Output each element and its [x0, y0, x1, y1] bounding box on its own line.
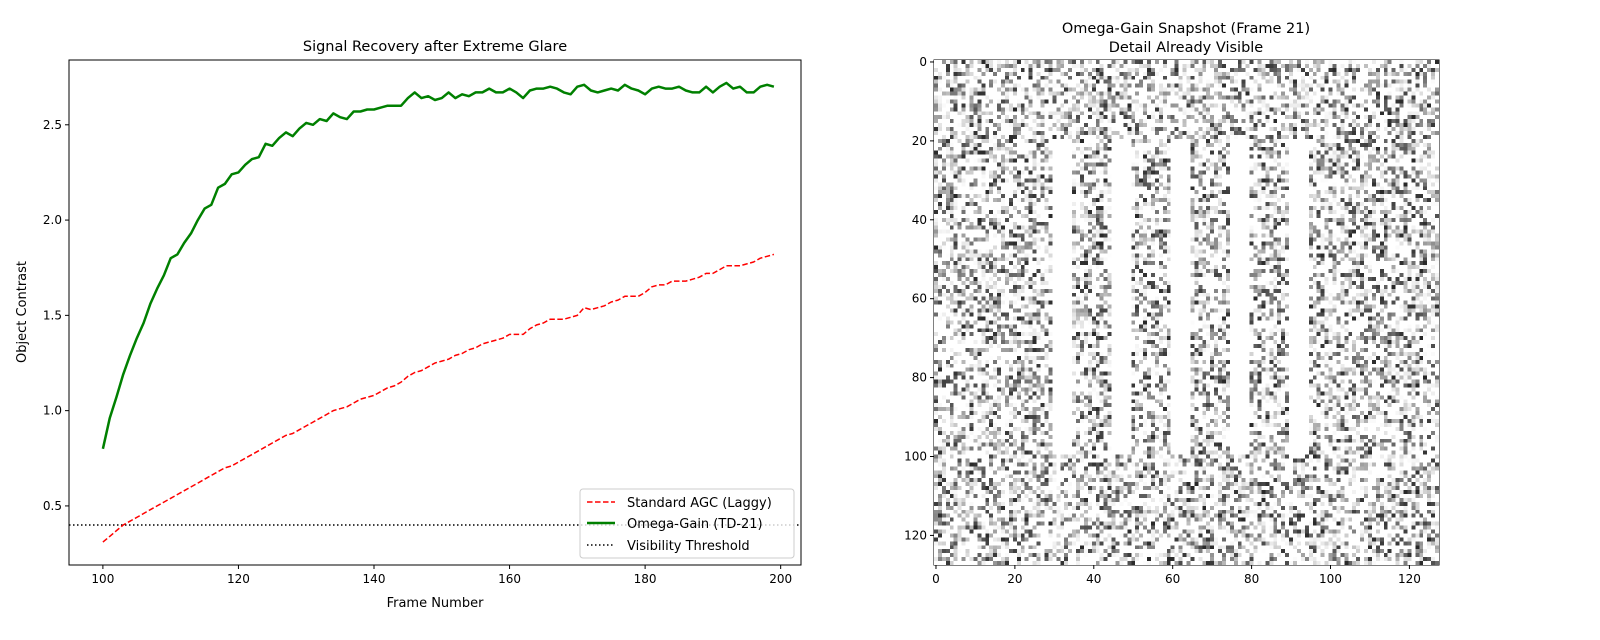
x-tick-label: 180	[634, 572, 657, 586]
image-y-tick-label: 40	[912, 213, 927, 227]
image-x-tick-label: 20	[1007, 572, 1022, 586]
legend-label-threshold: Visibility Threshold	[627, 539, 750, 554]
image-y-tick-label: 20	[912, 134, 927, 148]
left-x-axis-label: Frame Number	[387, 596, 485, 611]
x-tick-label: 120	[227, 572, 250, 586]
agc-line	[102, 253, 775, 543]
right-axis-ticks: 0 20 40 60 80 100 120 0 20 40 60 80 100 120	[904, 55, 1421, 586]
x-tick-label: 100	[91, 572, 114, 586]
left-chart-title: Signal Recovery after Extreme Glare	[303, 39, 567, 55]
image-x-tick-label: 80	[1244, 572, 1259, 586]
image-x-tick-label: 60	[1165, 572, 1180, 586]
image-y-tick-label: 120	[904, 528, 927, 542]
y-tick-label: 2.0	[43, 213, 62, 227]
image-x-tick-label: 120	[1398, 572, 1421, 586]
image-x-tick-label: 0	[932, 572, 940, 586]
y-tick-label: 2.5	[43, 118, 62, 132]
x-tick-label: 200	[769, 572, 792, 586]
image-y-tick-label: 0	[919, 55, 927, 69]
snapshot-image	[934, 60, 1439, 565]
left-y-axis-label: Object Contrast	[15, 261, 30, 363]
x-tick-label: 160	[498, 572, 521, 586]
image-y-tick-label: 80	[912, 371, 927, 385]
omega-gain-line	[101, 81, 775, 450]
x-tick-label: 140	[363, 572, 386, 586]
legend-box	[579, 488, 795, 559]
image-x-tick-label: 40	[1086, 572, 1101, 586]
y-tick-label: 1.5	[43, 308, 62, 322]
y-tick-label: 0.5	[43, 499, 62, 513]
y-tick-label: 1.0	[43, 404, 62, 418]
right-chart-title-line-1: Omega-Gain Snapshot (Frame 21)	[1062, 21, 1310, 37]
left-axes-frame	[68, 59, 802, 566]
legend-label-omega: Omega-Gain (TD-21)	[627, 517, 763, 532]
image-y-tick-label: 100	[904, 450, 927, 464]
right-chart-title-line-2: Detail Already Visible	[1109, 40, 1264, 56]
image-x-tick-label: 100	[1319, 572, 1342, 586]
legend: Standard AGC (Laggy) Omega-Gain (TD-21) …	[579, 488, 795, 559]
image-y-tick-label: 60	[912, 292, 927, 306]
left-axis-ticks: 100 120 140 160 180 200 0.5 1.0 1.5 2.0 2.5	[43, 118, 792, 586]
legend-label-agc: Standard AGC (Laggy)	[627, 496, 772, 511]
left-plot-lines	[69, 81, 801, 543]
